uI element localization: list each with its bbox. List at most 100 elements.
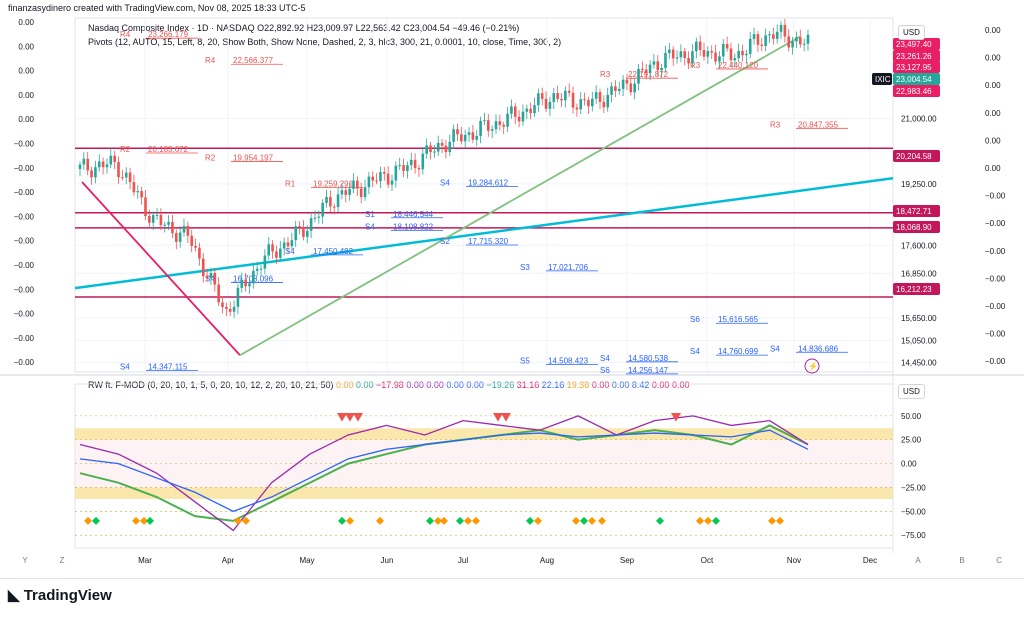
signal-triangle	[353, 413, 363, 422]
candle-body	[675, 57, 679, 59]
candle-body	[475, 135, 479, 140]
candle-body	[772, 34, 775, 39]
candle-body	[656, 61, 660, 71]
candle-body	[302, 227, 305, 237]
indicator-line	[79, 429, 809, 513]
candle-body	[633, 83, 636, 93]
candle-body	[221, 302, 224, 307]
candle-body	[394, 165, 398, 181]
candle-body	[217, 284, 220, 303]
candle-body	[760, 44, 764, 46]
price-label: 18,068.90	[896, 223, 932, 232]
indicator-y-tick-label: −25.00	[901, 483, 926, 492]
left-scale-label: −0.00	[14, 164, 35, 173]
candle-body	[82, 158, 86, 165]
candle-body	[209, 272, 213, 279]
left-scale-label: 0.00	[18, 115, 34, 124]
footer-bar	[0, 578, 1024, 617]
candle-body	[255, 268, 259, 271]
x-tick-label: Oct	[701, 556, 714, 565]
left-scale-label: −0.00	[14, 261, 35, 270]
indicator-value: 0.00	[589, 380, 610, 390]
pivot-level-tag: R3	[690, 61, 701, 70]
pivot-level-value: 20,183.672	[148, 145, 189, 154]
candle-body	[252, 270, 255, 284]
signal-diamond	[588, 516, 596, 525]
candle-body	[267, 244, 271, 256]
candle-body	[348, 188, 351, 195]
pivot-level-value: 14,508.423	[548, 357, 589, 366]
price-label-box	[893, 38, 940, 50]
pivots-legend[interactable]: Pivots (12, AUTO, 15, Left, 8, 20, Show …	[88, 37, 562, 47]
candle-body	[660, 67, 663, 71]
indicator-legend[interactable]: RW ft. F-MOD (0, 20, 10, 1, 5, 0, 20, 10…	[88, 380, 689, 390]
candle-body	[413, 159, 417, 169]
price-label-box	[893, 61, 940, 73]
indicator-y-tick-label: 0.00	[901, 460, 917, 469]
axis-y-button: Y	[22, 556, 28, 565]
indicator-value: 0.00	[353, 380, 374, 390]
candle-body	[637, 68, 640, 84]
candle-body	[564, 90, 567, 101]
candle-body	[479, 121, 482, 136]
y-tick-label: 16,850.00	[901, 269, 937, 278]
right-outer-scale-label: 0.00	[985, 26, 1001, 35]
candle-body	[406, 165, 409, 171]
candle-body	[725, 43, 729, 49]
candle-body	[171, 221, 174, 234]
indicator-value: 0.00	[333, 380, 354, 390]
y-tick-label: 14,450.00	[901, 359, 937, 368]
candle-body	[340, 190, 344, 195]
candle-body	[456, 129, 459, 135]
signal-diamond	[132, 516, 140, 525]
pivot-level-value: 22,191.872	[628, 70, 669, 79]
price-label: 20,204.58	[896, 152, 932, 161]
trend-line	[74, 176, 894, 290]
candle-body	[494, 121, 498, 130]
price-label: 23,261.26	[896, 52, 932, 61]
candle-body	[621, 79, 625, 89]
candle-body	[513, 106, 517, 117]
signal-diamond	[146, 516, 154, 525]
candle-body	[286, 242, 290, 247]
price-label: 23,497.40	[896, 40, 932, 49]
right-outer-scale-label: −0.00	[985, 247, 1006, 256]
price-label-box	[893, 85, 940, 97]
candle-body	[94, 167, 97, 178]
candle-body	[787, 36, 791, 48]
symbol-legend[interactable]: Nasdaq Composite Index · 1D · NASDAQ O22…	[88, 23, 520, 33]
candle-body	[317, 216, 321, 218]
signal-diamond	[768, 516, 776, 525]
chart-canvas[interactable]: Mar Apr May Jun Jul Aug Sep Oct Nov Dec Z Y A B C 21,00…	[0, 0, 1024, 578]
candle-body	[706, 51, 710, 57]
candle-body	[205, 276, 209, 279]
pivot-level-tag: S4	[770, 344, 780, 353]
candle-body	[167, 221, 170, 225]
price-label-box	[893, 283, 940, 295]
pivot-level-value: 14,836.686	[798, 344, 839, 353]
candle-body	[155, 214, 159, 216]
pivot-level-value: 14,256.147	[628, 366, 669, 375]
right-outer-scale-label: −0.00	[985, 219, 1006, 228]
signal-diamond	[656, 516, 664, 525]
signal-diamond	[376, 516, 384, 525]
currency-button-indicator[interactable]: USD	[898, 384, 925, 399]
price-label-box	[893, 73, 940, 85]
candle-body	[741, 50, 744, 56]
currency-button-main[interactable]: USD	[898, 25, 925, 40]
candle-body	[436, 142, 440, 152]
candle-body	[132, 182, 136, 193]
candle-body	[614, 86, 617, 91]
candle-body	[282, 242, 286, 249]
y-tick-label: 19,250.00	[901, 180, 937, 189]
candle-body	[802, 43, 806, 45]
candle-body	[617, 88, 621, 91]
candle-body	[240, 279, 244, 288]
candle-body	[356, 180, 359, 189]
price-label-box	[893, 221, 940, 233]
candle-body	[313, 217, 317, 219]
candle-body	[806, 34, 810, 44]
candle-body	[517, 116, 521, 122]
candle-body	[174, 233, 178, 242]
candle-body	[791, 41, 794, 48]
